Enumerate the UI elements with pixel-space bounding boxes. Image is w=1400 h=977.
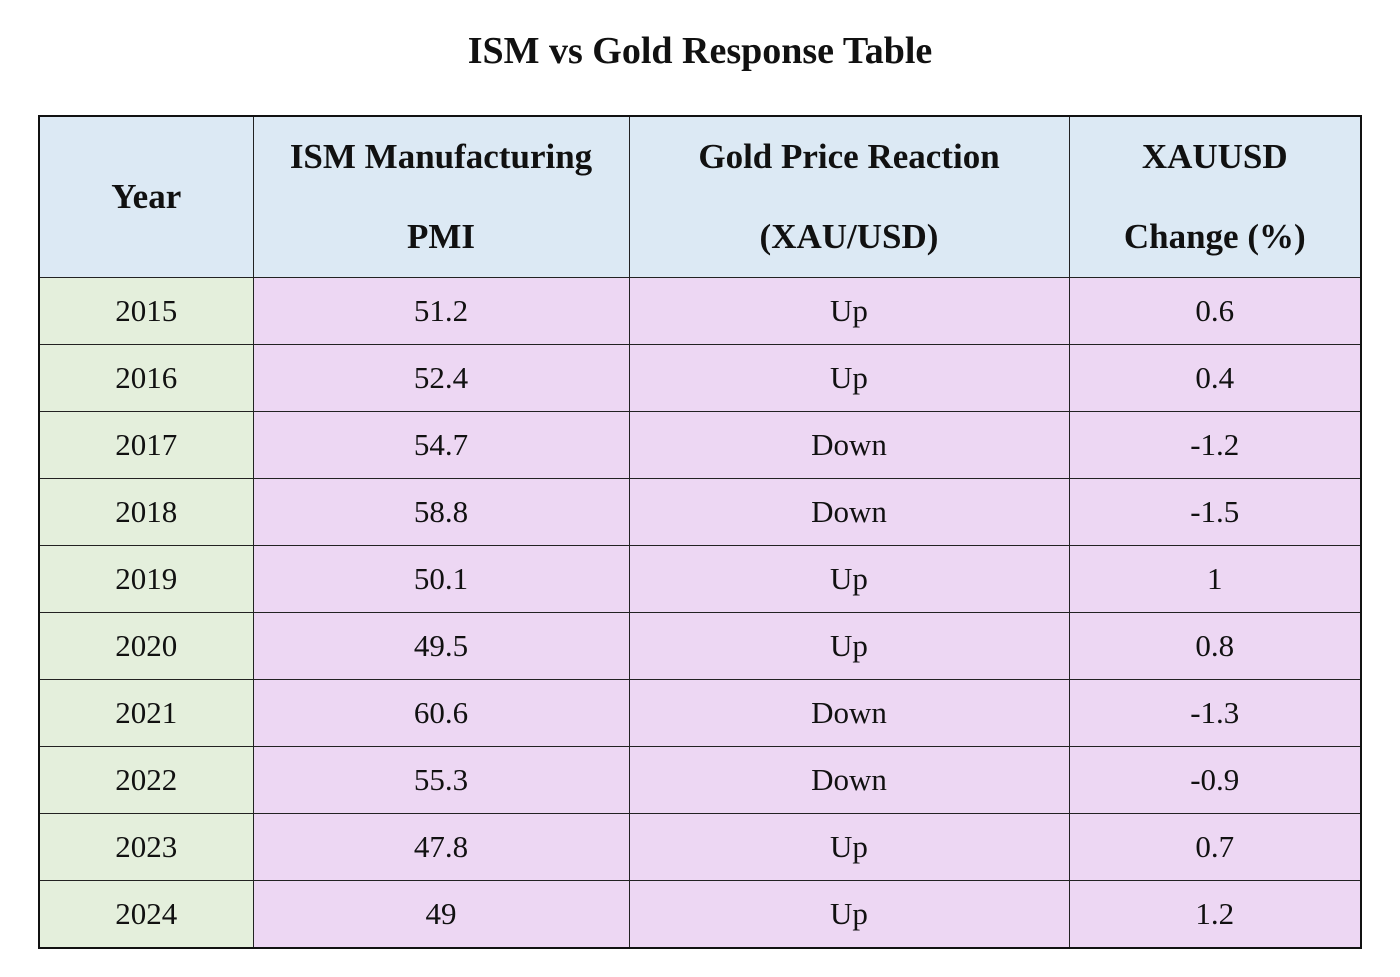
change-cell: -1.5 xyxy=(1068,478,1362,546)
header-reaction-line-1: Gold Price Reaction xyxy=(698,137,1000,176)
reaction-cell: Up xyxy=(628,612,1070,680)
change-cell: 0.4 xyxy=(1068,344,1362,412)
reaction-cell: Up xyxy=(628,813,1070,881)
header-pmi-line-2: PMI xyxy=(406,217,476,256)
year-cell: 2024 xyxy=(38,880,254,949)
reaction-cell: Down xyxy=(628,746,1070,814)
pmi-cell: 55.3 xyxy=(252,746,630,814)
year-cell: 2015 xyxy=(38,277,254,345)
pmi-cell: 58.8 xyxy=(252,478,630,546)
table-row: 2018 58.8 Down -1.5 xyxy=(38,478,1362,546)
change-cell: 0.7 xyxy=(1068,813,1362,881)
header-year: Year xyxy=(38,115,254,278)
table-row: 2021 60.6 Down -1.3 xyxy=(38,679,1362,747)
change-cell: 0.6 xyxy=(1068,277,1362,345)
header-change: XAUUSD Change (%) xyxy=(1068,115,1362,278)
table-title: ISM vs Gold Response Table xyxy=(467,30,933,72)
reaction-cell: Down xyxy=(628,411,1070,479)
year-cell: 2018 xyxy=(38,478,254,546)
year-cell: 2020 xyxy=(38,612,254,680)
header-pmi-line-1: ISM Manufacturing xyxy=(289,137,593,176)
change-cell: 1.2 xyxy=(1068,880,1362,949)
table-row: 2017 54.7 Down -1.2 xyxy=(38,411,1362,479)
pmi-cell: 60.6 xyxy=(252,679,630,747)
change-cell: -1.3 xyxy=(1068,679,1362,747)
year-cell: 2019 xyxy=(38,545,254,613)
change-cell: 0.8 xyxy=(1068,612,1362,680)
data-table: Year ISM Manufacturing PMI Gold Price Re… xyxy=(38,115,1362,949)
table-row: 2022 55.3 Down -0.9 xyxy=(38,746,1362,814)
reaction-cell: Up xyxy=(628,277,1070,345)
reaction-cell: Up xyxy=(628,880,1070,949)
table-row: 2024 49 Up 1.2 xyxy=(38,880,1362,949)
pmi-cell: 52.4 xyxy=(252,344,630,412)
reaction-cell: Down xyxy=(628,478,1070,546)
table-row: 2023 47.8 Up 0.7 xyxy=(38,813,1362,881)
pmi-cell: 50.1 xyxy=(252,545,630,613)
reaction-cell: Up xyxy=(628,344,1070,412)
change-cell: -0.9 xyxy=(1068,746,1362,814)
header-reaction-line-2: (XAU/USD) xyxy=(759,217,939,256)
year-cell: 2017 xyxy=(38,411,254,479)
table-row: 2016 52.4 Up 0.4 xyxy=(38,344,1362,412)
year-cell: 2022 xyxy=(38,746,254,814)
header-pmi: ISM Manufacturing PMI xyxy=(252,115,630,278)
pmi-cell: 47.8 xyxy=(252,813,630,881)
header-reaction: Gold Price Reaction (XAU/USD) xyxy=(628,115,1070,278)
change-cell: -1.2 xyxy=(1068,411,1362,479)
header-row: Year ISM Manufacturing PMI Gold Price Re… xyxy=(38,115,1362,278)
header-change-line-2: Change (%) xyxy=(1123,217,1306,256)
pmi-cell: 54.7 xyxy=(252,411,630,479)
header-change-line-1: XAUUSD xyxy=(1141,137,1288,176)
pmi-cell: 51.2 xyxy=(252,277,630,345)
table-row: 2015 51.2 Up 0.6 xyxy=(38,277,1362,345)
change-cell: 1 xyxy=(1068,545,1362,613)
table-row: 2020 49.5 Up 0.8 xyxy=(38,612,1362,680)
reaction-cell: Down xyxy=(628,679,1070,747)
header-year-label: Year xyxy=(111,177,182,216)
year-cell: 2016 xyxy=(38,344,254,412)
pmi-cell: 49 xyxy=(252,880,630,949)
year-cell: 2023 xyxy=(38,813,254,881)
pmi-cell: 49.5 xyxy=(252,612,630,680)
table-row: 2019 50.1 Up 1 xyxy=(38,545,1362,613)
reaction-cell: Up xyxy=(628,545,1070,613)
year-cell: 2021 xyxy=(38,679,254,747)
